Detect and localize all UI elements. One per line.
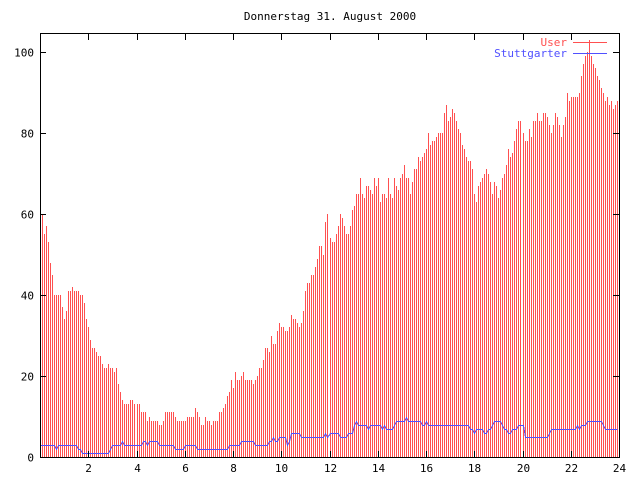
x-axis: 2 4 6 8 10 12 14 16 18 20 22 24: [85, 34, 626, 475]
x-tick-label: 4: [134, 462, 141, 475]
x-tick-label: 18: [468, 462, 481, 475]
x-tick-label: 10: [275, 462, 288, 475]
y-tick-label: 20: [21, 371, 34, 384]
y-axis: 0 20 40 60 80 100: [14, 47, 619, 465]
x-tick-label: 8: [230, 462, 237, 475]
x-tick-label: 20: [517, 462, 530, 475]
y-tick-label: 80: [21, 128, 34, 141]
y-tick-label: 100: [14, 47, 34, 60]
y-tick-label: 40: [21, 290, 34, 303]
y-tick-label: 60: [21, 209, 34, 222]
x-tick-label: 14: [372, 462, 386, 475]
legend: User Stuttgarter: [494, 36, 607, 60]
stuttgarter-line: [40, 416, 618, 454]
x-tick-label: 2: [85, 462, 92, 475]
legend-label-stuttgarter: Stuttgarter: [494, 47, 567, 60]
plot-border: [40, 33, 620, 458]
x-tick-label: 6: [182, 462, 189, 475]
y-tick-label: 0: [27, 452, 34, 465]
x-tick-label: 12: [324, 462, 337, 475]
chart-title: Donnerstag 31. August 2000: [244, 10, 416, 23]
legend-label-user: User: [541, 36, 568, 49]
x-tick-label: 22: [565, 462, 578, 475]
x-tick-label: 16: [420, 462, 433, 475]
x-tick-label: 24: [613, 462, 627, 475]
user-bars: [40, 40, 618, 457]
